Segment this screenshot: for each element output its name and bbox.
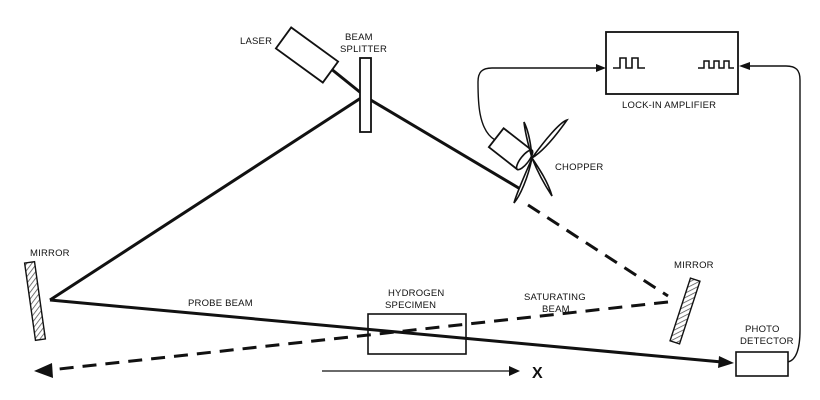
mirror-right-label: MIRROR [674,260,714,271]
probe-beam [49,298,723,364]
x-axis-arrowhead [509,366,520,376]
chopper-signal-wire [477,67,598,141]
saturating-beam-label-line1: SATURATING [524,292,586,303]
chopper-label: CHOPPER [555,162,603,173]
mirror-left-label: MIRROR [30,248,70,259]
beam-splitter-label-line2: SPLITTER [340,44,387,55]
photo-detector-label-line2: DETECTOR [740,336,794,347]
detector-signal-wire [748,65,801,363]
lockin-amplifier [605,31,739,95]
mirror-left [23,260,47,342]
square-wave-input-icon [613,57,645,69]
saturating-beam-label-line2: BEAM [542,304,570,315]
mirror-right [669,277,701,345]
probe-beam-arrowhead [718,356,734,368]
lockin-amplifier-label: LOCK-IN AMPLIFIER [622,100,716,111]
saturating-beam-arrowhead [34,363,53,378]
saturating-beam-to-chopper [363,94,523,192]
chopper-wire-arrowhead [596,64,606,72]
beam-splitter [359,57,372,133]
photo-detector [735,351,789,377]
probe-beam-label: PROBE BEAM [188,298,253,309]
chopper [487,118,569,204]
saturating-beam-return [49,300,669,372]
detector-wire-arrowhead [739,62,750,70]
hydrogen-specimen [367,313,467,355]
square-wave-output-icon [698,60,734,69]
specimen-label-line2: SPECIMEN [385,300,436,311]
laser-label: LASER [240,36,272,47]
laser [274,26,340,84]
x-axis-label: X [532,365,543,382]
photo-detector-label-line1: PHOTO [745,324,780,335]
specimen-label-line1: HYDROGEN [388,288,445,299]
beam-splitter-label-line1: BEAM [345,32,373,43]
saturating-beam-to-mirror [527,203,669,298]
probe-beam-to-mirror [49,94,365,302]
